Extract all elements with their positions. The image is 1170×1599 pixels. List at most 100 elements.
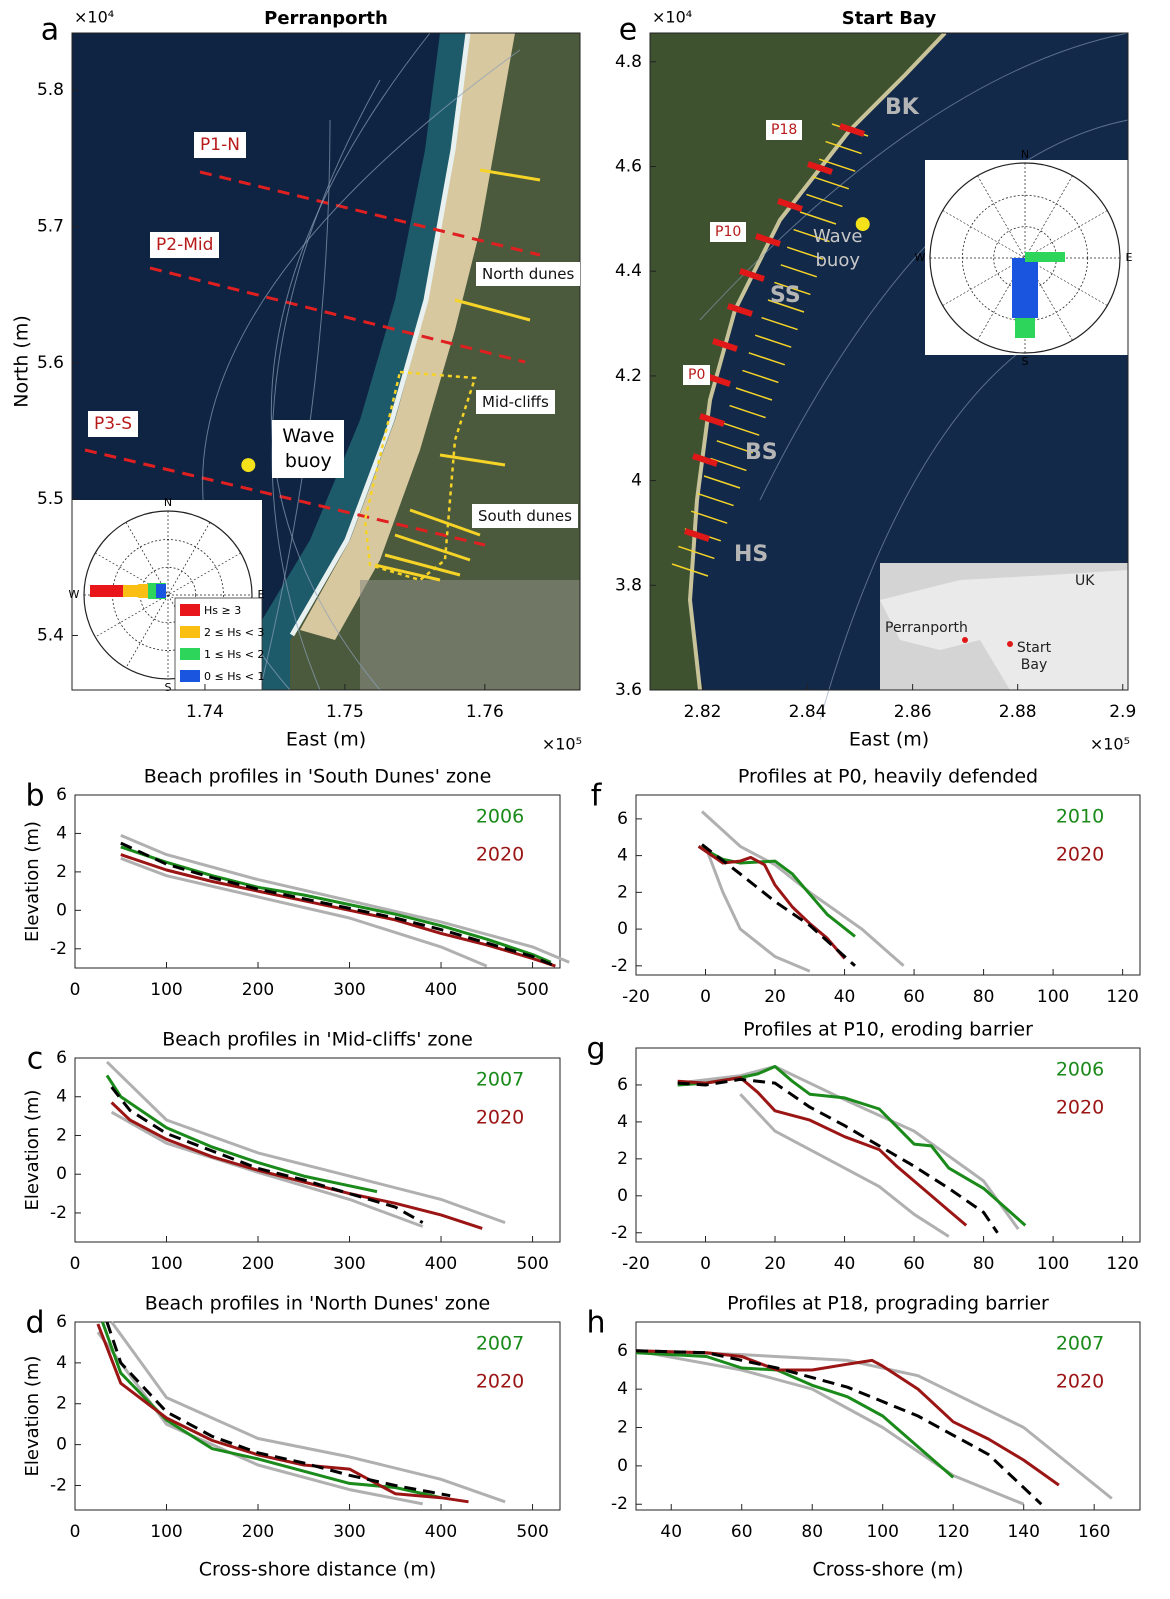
rose-label: N (1021, 148, 1029, 161)
y-tick-label: -2 (50, 1475, 67, 1495)
x-tick-label: 0 (700, 987, 711, 1007)
x-tick-label: 80 (973, 987, 995, 1007)
legend-label: 2006 (476, 806, 524, 828)
y-tick-label: 4.2 (615, 366, 642, 386)
legend-label: 2020 (1056, 1097, 1104, 1119)
rose-petal (156, 584, 166, 598)
transect (742, 369, 779, 384)
y-tick-label: 5.6 (37, 353, 64, 373)
x-tick-label: 1.75 (326, 702, 364, 722)
profile-line (697, 845, 846, 960)
y-tick-label: 2 (56, 862, 67, 882)
legend-swatch (180, 648, 200, 660)
rose-label: S (165, 681, 172, 694)
annotation: P10 (710, 222, 747, 242)
rose-label: N (164, 496, 172, 509)
section (712, 338, 738, 352)
panel-letter: f (591, 779, 603, 814)
y-tick-label: 0 (617, 1456, 628, 1476)
y-tick-label: 0 (56, 1435, 67, 1455)
legend-label: 2020 (476, 1371, 524, 1393)
profile-line (110, 1110, 424, 1228)
transect (786, 246, 824, 260)
chart-title: Profiles at P18, prograding barrier (727, 1293, 1049, 1315)
y-tick-label: 6 (56, 1312, 67, 1332)
x-axis-label: East (m) (849, 729, 929, 751)
y-tick-label: 6 (617, 1075, 628, 1095)
transect (825, 140, 862, 155)
annotation: P2-Mid (150, 232, 220, 258)
x-tick-label: 500 (516, 1254, 548, 1274)
profile-line (110, 1321, 506, 1504)
y-axis-label: North (m) (11, 315, 33, 408)
wave-buoy (241, 458, 256, 473)
annotation: P0 (683, 365, 711, 385)
transect (716, 440, 754, 454)
profile-line (110, 1101, 483, 1230)
transect (394, 533, 471, 562)
profile-line (677, 1065, 1027, 1227)
section (777, 198, 803, 212)
profile-line (697, 845, 856, 938)
panel-letter: h (586, 1306, 605, 1341)
transect (761, 316, 798, 331)
section (755, 233, 781, 247)
panel-letter: e (619, 13, 637, 48)
profile-line (635, 1351, 955, 1479)
y-tick-label: 6 (617, 809, 628, 829)
legend-label: 2020 (1056, 844, 1104, 866)
contour (259, 119, 331, 691)
town (360, 580, 580, 690)
y-axis-label: Elevation (m) (22, 1090, 43, 1211)
y-tick-label: 2 (617, 1149, 628, 1169)
annotation: P3-S (88, 411, 138, 437)
x-tick-label: 0 (700, 1254, 711, 1274)
profile-line (120, 845, 552, 964)
x-tick-label: 0 (70, 1522, 81, 1542)
panel: 40 60 80 100 120 140 160 -2 0 2 4 6 2007 2020 Cross-sh… (586, 1293, 1141, 1581)
y-tick-label: 0 (617, 919, 628, 939)
profile-line (96, 1331, 423, 1506)
y-tick-label: 4 (56, 1087, 67, 1107)
plot-frame (649, 32, 1129, 691)
profile-line (120, 856, 488, 968)
y-tick-label: 3.6 (615, 680, 642, 700)
buoy-label: Wave buoy (813, 226, 863, 272)
annotation: P1-N (194, 132, 246, 158)
rose-label: E (1126, 251, 1133, 264)
x-tick-label: 120 (1106, 1254, 1138, 1274)
x-tick-label: 200 (242, 1522, 274, 1542)
y-tick-label: 6 (56, 1048, 67, 1068)
x-tick-label: 80 (801, 1522, 823, 1542)
legend-label: 2007 (476, 1069, 524, 1091)
x-tick-label: 400 (425, 1254, 457, 1274)
x-tick-label: 100 (1037, 987, 1069, 1007)
transect (690, 510, 728, 524)
annotation: SS (770, 283, 801, 308)
annotation: South dunes (472, 504, 578, 528)
panel-letter: g (586, 1032, 605, 1067)
x-tick-label: 300 (333, 1254, 365, 1274)
legend-swatch (180, 670, 200, 682)
transect (703, 475, 741, 489)
transect (818, 158, 856, 172)
profile-line (105, 1060, 506, 1225)
x-axis-label: Cross-shore distance (m) (199, 1559, 437, 1581)
inset-land (880, 570, 1128, 690)
y-tick-label: 4 (617, 1379, 628, 1399)
section (839, 123, 865, 137)
transect (722, 422, 760, 436)
panel-letter: a (41, 13, 59, 48)
x-tick-label: 120 (1106, 987, 1138, 1007)
x-tick-label: 100 (150, 1254, 182, 1274)
x-tick-label: 400 (425, 1522, 457, 1542)
plot-frame (71, 32, 581, 691)
profile-line (677, 1065, 1020, 1230)
panel: 0 100 200 300 400 500 -2 0 2 4 6 2007 2020 Elevation … (22, 1293, 561, 1581)
profile-line (120, 834, 570, 964)
panel: -20 0 20 40 60 80 100 120-2024620062020Profiles… (586, 1019, 1141, 1274)
panel-letter: b (25, 779, 44, 814)
transect (793, 228, 830, 243)
x-tick-label: 100 (1037, 1254, 1069, 1274)
